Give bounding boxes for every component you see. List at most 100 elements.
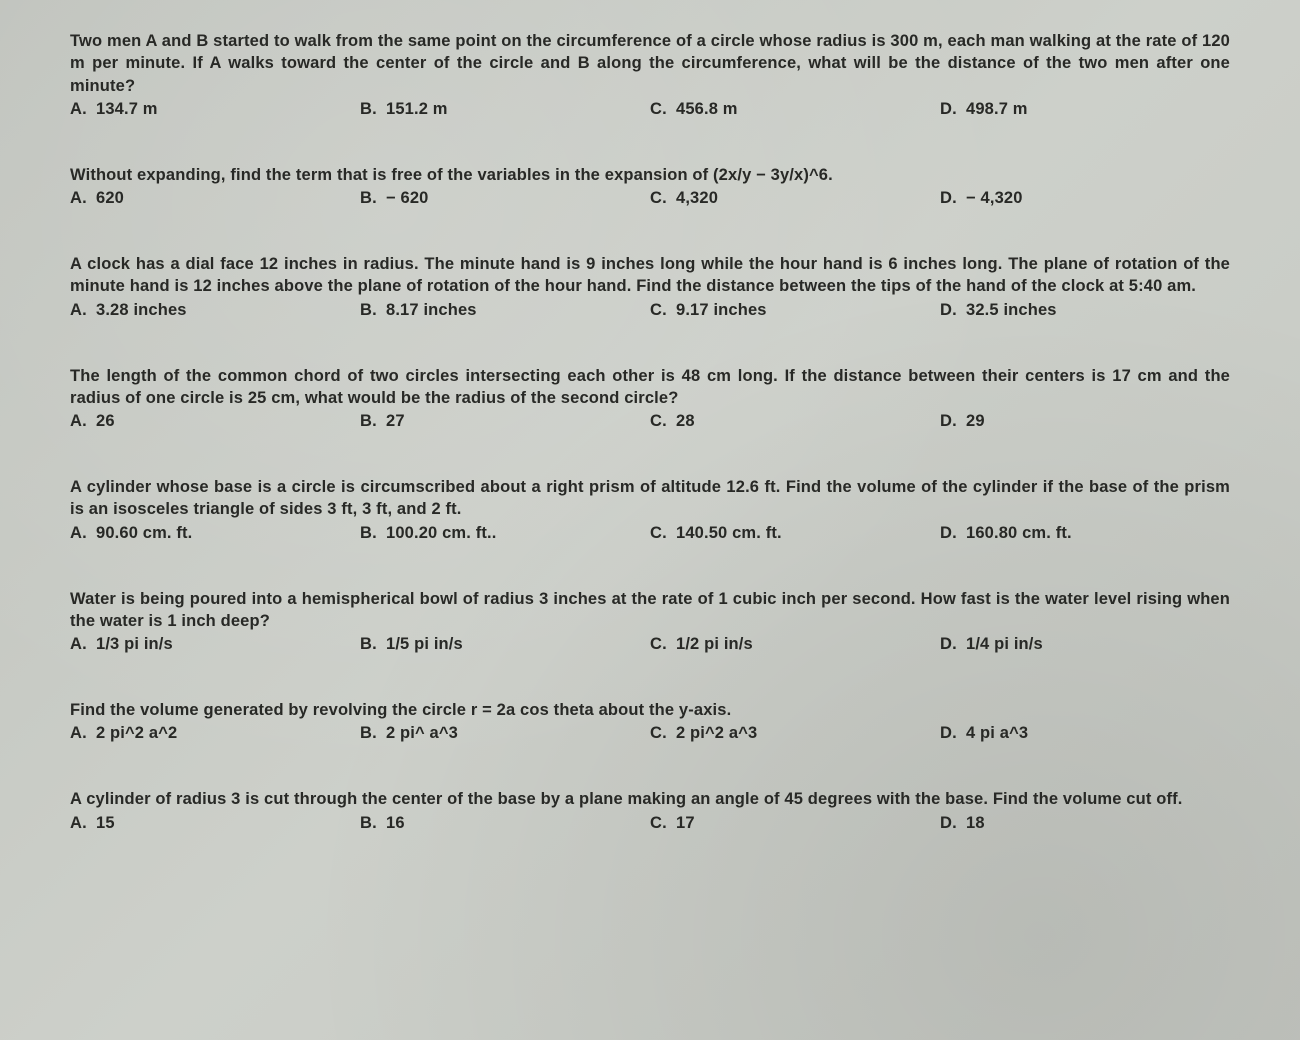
option-row: A.1/3 pi in/sB.1/5 pi in/sC.1/2 pi in/sD… xyxy=(70,635,1230,654)
option-letter: C. xyxy=(650,724,676,743)
option-value: 8.17 inches xyxy=(386,301,477,319)
option-value: 9.17 inches xyxy=(676,301,767,319)
option-value: 90.60 cm. ft. xyxy=(96,524,192,542)
option-c: C.28 xyxy=(650,412,940,431)
question-text: Find the volume generated by revolving t… xyxy=(70,699,1230,721)
option-row: A.90.60 cm. ft.B.100.20 cm. ft..C.140.50… xyxy=(70,524,1230,543)
option-row: A.26B.27C.28D.29 xyxy=(70,412,1230,431)
option-d: D.1/4 pi in/s xyxy=(940,635,1230,654)
option-letter: C. xyxy=(650,524,676,543)
option-value: 2 pi^ a^3 xyxy=(386,724,458,742)
question-text: Two men A and B started to walk from the… xyxy=(70,30,1230,97)
option-value: 15 xyxy=(96,814,115,832)
option-value: 160.80 cm. ft. xyxy=(966,524,1072,542)
option-b: B.16 xyxy=(360,814,650,833)
option-b: B.151.2 m xyxy=(360,100,650,119)
option-letter: B. xyxy=(360,189,386,208)
option-letter: C. xyxy=(650,301,676,320)
option-d: D.4 pi a^3 xyxy=(940,724,1230,743)
question-text: A cylinder whose base is a circle is cir… xyxy=(70,476,1230,521)
option-value: 100.20 cm. ft.. xyxy=(386,524,496,542)
option-d: D.160.80 cm. ft. xyxy=(940,524,1230,543)
option-row: A.134.7 mB.151.2 mC.456.8 mD.498.7 m xyxy=(70,100,1230,119)
option-a: A.3.28 inches xyxy=(70,301,360,320)
option-value: − 4,320 xyxy=(966,189,1023,207)
option-value: 2 pi^2 a^2 xyxy=(96,724,177,742)
option-a: A.2 pi^2 a^2 xyxy=(70,724,360,743)
option-letter: D. xyxy=(940,724,966,743)
option-c: C.4,320 xyxy=(650,189,940,208)
option-letter: B. xyxy=(360,301,386,320)
question-block: Water is being poured into a hemispheric… xyxy=(70,588,1230,655)
option-letter: B. xyxy=(360,814,386,833)
option-row: A.3.28 inchesB.8.17 inchesC.9.17 inchesD… xyxy=(70,301,1230,320)
option-letter: D. xyxy=(940,412,966,431)
option-b: B.2 pi^ a^3 xyxy=(360,724,650,743)
option-letter: B. xyxy=(360,635,386,654)
option-value: − 620 xyxy=(386,189,429,207)
option-a: A.134.7 m xyxy=(70,100,360,119)
option-b: B.− 620 xyxy=(360,189,650,208)
option-d: D.− 4,320 xyxy=(940,189,1230,208)
option-a: A.1/3 pi in/s xyxy=(70,635,360,654)
option-letter: B. xyxy=(360,412,386,431)
option-value: 2 pi^2 a^3 xyxy=(676,724,757,742)
option-letter: D. xyxy=(940,635,966,654)
option-value: 32.5 inches xyxy=(966,301,1057,319)
option-letter: A. xyxy=(70,412,96,431)
option-value: 620 xyxy=(96,189,124,207)
option-letter: D. xyxy=(940,814,966,833)
option-letter: D. xyxy=(940,524,966,543)
option-b: B.1/5 pi in/s xyxy=(360,635,650,654)
option-d: D.18 xyxy=(940,814,1230,833)
option-d: D.498.7 m xyxy=(940,100,1230,119)
option-letter: B. xyxy=(360,524,386,543)
question-block: A clock has a dial face 12 inches in rad… xyxy=(70,253,1230,320)
option-c: C.140.50 cm. ft. xyxy=(650,524,940,543)
option-value: 151.2 m xyxy=(386,100,448,118)
question-block: Two men A and B started to walk from the… xyxy=(70,30,1230,119)
option-c: C.2 pi^2 a^3 xyxy=(650,724,940,743)
option-letter: A. xyxy=(70,635,96,654)
option-letter: C. xyxy=(650,814,676,833)
question-block: A cylinder of radius 3 is cut through th… xyxy=(70,788,1230,832)
option-b: B.8.17 inches xyxy=(360,301,650,320)
option-a: A.26 xyxy=(70,412,360,431)
option-a: A.620 xyxy=(70,189,360,208)
option-value: 16 xyxy=(386,814,405,832)
option-row: A.2 pi^2 a^2B.2 pi^ a^3C.2 pi^2 a^3D.4 p… xyxy=(70,724,1230,743)
option-value: 17 xyxy=(676,814,695,832)
option-letter: A. xyxy=(70,814,96,833)
option-a: A.90.60 cm. ft. xyxy=(70,524,360,543)
option-value: 1/5 pi in/s xyxy=(386,635,463,653)
option-value: 29 xyxy=(966,412,985,430)
option-letter: C. xyxy=(650,100,676,119)
option-value: 498.7 m xyxy=(966,100,1028,118)
option-value: 1/3 pi in/s xyxy=(96,635,173,653)
option-letter: A. xyxy=(70,724,96,743)
question-block: A cylinder whose base is a circle is cir… xyxy=(70,476,1230,543)
option-value: 134.7 m xyxy=(96,100,158,118)
option-letter: A. xyxy=(70,524,96,543)
option-letter: C. xyxy=(650,635,676,654)
option-value: 27 xyxy=(386,412,405,430)
option-letter: A. xyxy=(70,189,96,208)
option-letter: C. xyxy=(650,412,676,431)
question-text: The length of the common chord of two ci… xyxy=(70,365,1230,410)
option-letter: D. xyxy=(940,189,966,208)
option-value: 1/4 pi in/s xyxy=(966,635,1043,653)
option-value: 4,320 xyxy=(676,189,718,207)
question-text: Without expanding, find the term that is… xyxy=(70,164,1230,186)
option-letter: B. xyxy=(360,100,386,119)
option-value: 28 xyxy=(676,412,695,430)
option-a: A.15 xyxy=(70,814,360,833)
option-letter: C. xyxy=(650,189,676,208)
option-d: D.29 xyxy=(940,412,1230,431)
option-letter: A. xyxy=(70,301,96,320)
option-d: D.32.5 inches xyxy=(940,301,1230,320)
option-c: C.1/2 pi in/s xyxy=(650,635,940,654)
option-row: A.15B.16C.17D.18 xyxy=(70,814,1230,833)
option-b: B.27 xyxy=(360,412,650,431)
option-c: C.456.8 m xyxy=(650,100,940,119)
option-row: A.620B.− 620C.4,320D.− 4,320 xyxy=(70,189,1230,208)
